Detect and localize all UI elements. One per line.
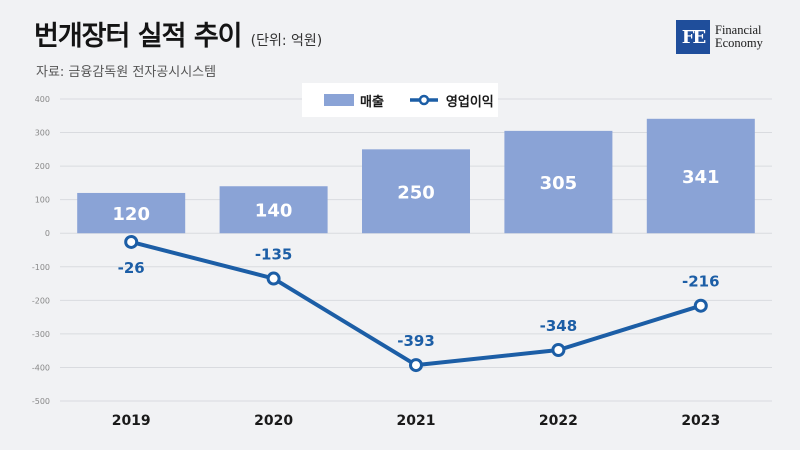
publisher-logo: FE Financial Economy bbox=[676, 20, 763, 54]
x-tick-label: 2021 bbox=[397, 413, 436, 429]
y-tick-label: -200 bbox=[32, 296, 50, 305]
line-point-profit bbox=[409, 358, 423, 373]
x-tick-label: 2020 bbox=[254, 413, 293, 429]
x-tick-label: 2023 bbox=[681, 413, 720, 429]
y-tick-label: 400 bbox=[35, 95, 50, 104]
bar-value-label: 250 bbox=[397, 182, 435, 203]
y-tick-label: 100 bbox=[35, 196, 50, 205]
line-value-label: -348 bbox=[540, 317, 578, 335]
legend-line-marker-icon bbox=[409, 94, 438, 106]
line-point-profit bbox=[266, 271, 281, 286]
y-tick-label: -300 bbox=[32, 330, 50, 339]
y-tick-label: -500 bbox=[32, 397, 50, 406]
logo-line-1: Financial bbox=[715, 23, 762, 37]
line-value-label: -216 bbox=[682, 273, 720, 291]
legend-label-sales: 매출 bbox=[360, 94, 384, 110]
bar-sales bbox=[77, 192, 186, 234]
unit-label: (단위: 억원) bbox=[250, 33, 323, 49]
y-tick-label: 0 bbox=[45, 229, 50, 238]
line-value-label: -393 bbox=[397, 332, 435, 350]
legend-item-profit: 영업이익 bbox=[408, 91, 494, 110]
legend-item-sales: 매출 bbox=[324, 91, 384, 110]
y-tick-label: 300 bbox=[35, 129, 50, 138]
bar-sales bbox=[646, 118, 755, 234]
source-note: 자료: 금융감독원 전자공시시스템 bbox=[36, 65, 217, 80]
bar-sales bbox=[504, 130, 613, 234]
line-value-label: -135 bbox=[255, 246, 293, 264]
y-tick-label: -400 bbox=[32, 363, 50, 372]
line-value-label: -26 bbox=[118, 259, 145, 277]
line-point-profit bbox=[693, 298, 708, 313]
chart-title: 번개장터 실적 추이 bbox=[34, 21, 243, 52]
y-tick-label: 200 bbox=[35, 162, 50, 171]
bar-value-label: 305 bbox=[540, 173, 578, 194]
line-point-profit bbox=[124, 234, 139, 249]
x-tick-label: 2022 bbox=[539, 413, 578, 429]
legend-label-profit: 영업이익 bbox=[445, 94, 494, 110]
bar-value-label: 120 bbox=[112, 204, 150, 225]
legend-swatch-sales bbox=[324, 94, 354, 106]
logo-mark: FE bbox=[676, 20, 710, 54]
bar-value-label: 140 bbox=[255, 201, 293, 222]
logo-line-2: Economy bbox=[715, 36, 763, 50]
bar-sales bbox=[362, 149, 470, 234]
bar-sales bbox=[219, 186, 328, 234]
bar-value-label: 341 bbox=[682, 167, 720, 188]
y-tick-label: -100 bbox=[32, 263, 50, 272]
logo-text: Financial Economy bbox=[715, 24, 763, 50]
line-point-profit bbox=[551, 342, 566, 357]
x-tick-label: 2019 bbox=[112, 413, 151, 429]
chart-title-area: 번개장터 실적 추이 (단위: 억원) bbox=[34, 14, 322, 53]
chart-legend: 매출 영업이익 bbox=[302, 83, 498, 117]
